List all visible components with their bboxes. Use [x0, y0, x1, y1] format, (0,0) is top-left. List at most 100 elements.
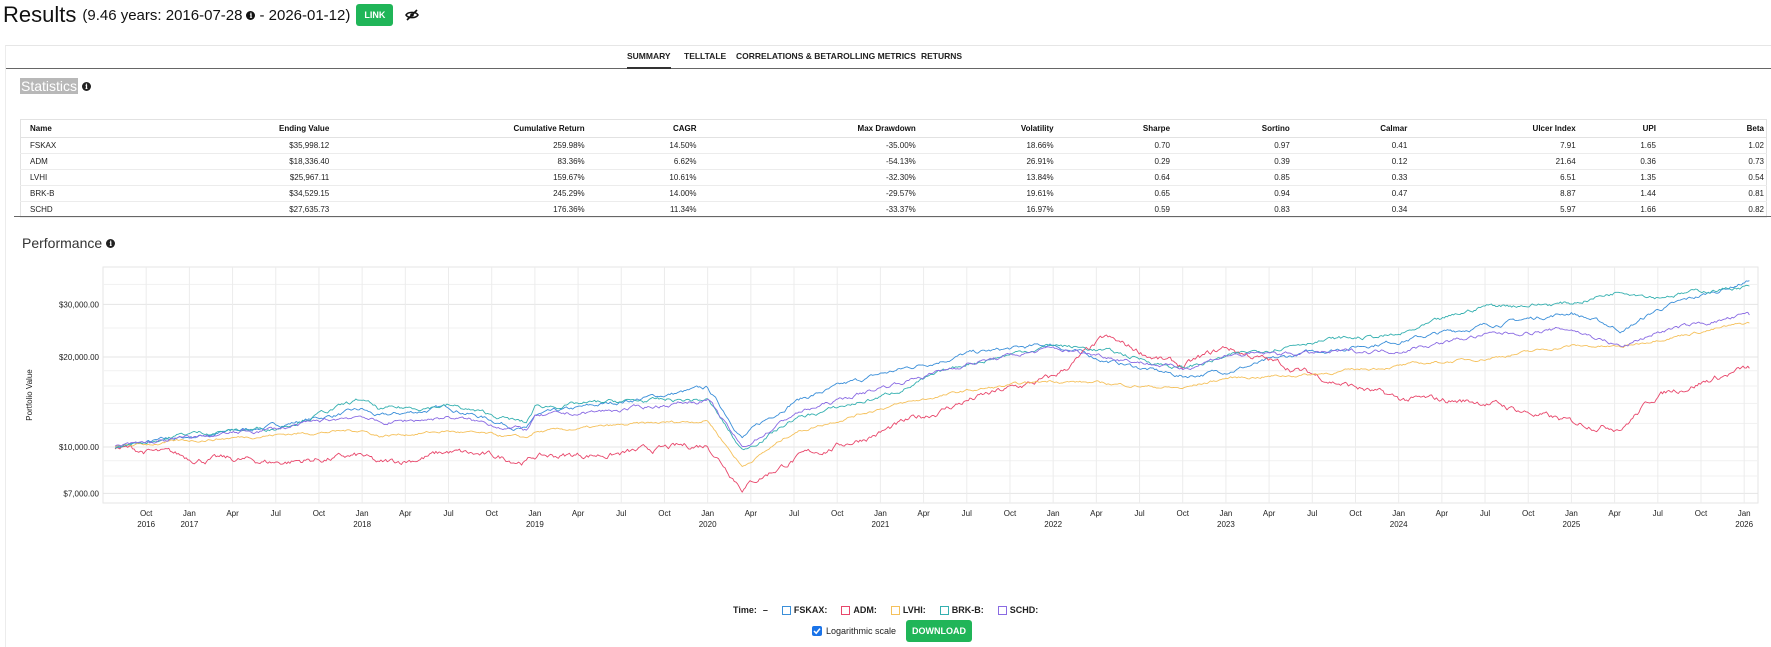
- cell-name: SCHD: [20, 201, 89, 218]
- x-tick-label: Jul: [1134, 509, 1144, 518]
- results-panel: SUMMARY TELLTALE CORRELATIONS & BETA ROL…: [5, 45, 1771, 647]
- x-tick-year: 2023: [1217, 520, 1235, 529]
- y-axis-label: Portfolio Value: [25, 369, 34, 421]
- legend-time-label: Time:: [733, 605, 757, 615]
- col-calmar[interactable]: Calmar: [1291, 119, 1410, 138]
- cell-upi: 0.36: [1577, 153, 1658, 170]
- cell-upi: 1.65: [1577, 137, 1658, 154]
- statistics-header-row: Name Ending Value Cumulative Return CAGR…: [20, 119, 1767, 138]
- range-start: (9.46 years: 2016-07-28: [82, 6, 243, 24]
- table-row: ADM $18,336.40 83.36% 6.62% -54.13% 26.9…: [20, 153, 1767, 170]
- x-tick-label: Jul: [962, 509, 972, 518]
- series-line-schd[interactable]: [114, 311, 1750, 448]
- cell-name: ADM: [20, 153, 89, 170]
- x-tick-label: Jan: [356, 509, 369, 518]
- x-tick-label: Apr: [226, 509, 239, 518]
- series-line-fskax[interactable]: [114, 280, 1750, 449]
- results-header: Results (9.46 years: 2016-07-28 i - 2026…: [0, 0, 1771, 30]
- x-tick-year: 2025: [1563, 520, 1581, 529]
- legend-item-fskax[interactable]: FSKAX:: [781, 605, 827, 615]
- col-cumulative-return[interactable]: Cumulative Return: [331, 119, 587, 138]
- results-date-range: (9.46 years: 2016-07-28 i - 2026-01-12): [82, 7, 350, 24]
- col-sharpe[interactable]: Sharpe: [1055, 119, 1173, 138]
- eye-slash-icon[interactable]: [403, 8, 421, 22]
- x-tick-label: Apr: [745, 509, 758, 518]
- legend-swatch: [781, 605, 791, 615]
- x-tick-year: 2021: [872, 520, 890, 529]
- chart-series: [114, 280, 1750, 493]
- x-tick-label: Apr: [1608, 509, 1621, 518]
- x-tick-label: Jan: [528, 509, 541, 518]
- legend-item-adm[interactable]: ADM:: [841, 605, 877, 615]
- cell-ulcer-index: 21.64: [1409, 153, 1578, 170]
- cell-beta: 1.02: [1657, 137, 1767, 154]
- cell-volatility: 19.61%: [917, 185, 1056, 202]
- col-ending-value[interactable]: Ending Value: [88, 119, 332, 138]
- col-max-drawdown[interactable]: Max Drawdown: [698, 119, 918, 138]
- legend-item-lvhi[interactable]: LVHI:: [890, 605, 926, 615]
- cell-cagr: 14.50%: [586, 137, 699, 154]
- legend-swatch: [890, 605, 900, 615]
- tab-summary[interactable]: SUMMARY: [627, 51, 671, 69]
- col-name[interactable]: Name: [20, 119, 89, 138]
- table-row: SCHD $27,635.73 176.36% 11.34% -33.37% 1…: [20, 201, 1767, 218]
- col-sortino[interactable]: Sortino: [1172, 119, 1292, 138]
- performance-info-icon[interactable]: i: [106, 238, 116, 248]
- x-tick-label: Jul: [1307, 509, 1317, 518]
- cell-sharpe: 0.64: [1055, 169, 1173, 186]
- x-tick-label: Apr: [399, 509, 412, 518]
- chart-controls: Logarithmic scale DOWNLOAD: [812, 620, 973, 642]
- x-tick-label: Apr: [1436, 509, 1449, 518]
- x-tick-label: Oct: [1004, 509, 1017, 518]
- legend-swatch: [997, 605, 1007, 615]
- cell-cagr: 10.61%: [586, 169, 699, 186]
- col-volatility[interactable]: Volatility: [917, 119, 1056, 138]
- legend-item-brk-b[interactable]: BRK-B:: [939, 605, 984, 615]
- cell-ulcer-index: 6.51: [1409, 169, 1578, 186]
- x-axis-ticks: Oct 2016 Jan 2017 Apr Jul Oct Jan 2018 Apr Jul Oct J…: [137, 509, 1753, 529]
- x-tick-label: Apr: [572, 509, 585, 518]
- series-line-adm[interactable]: [114, 334, 1750, 493]
- col-upi[interactable]: UPI: [1577, 119, 1658, 138]
- tab-telltale[interactable]: TELLTALE: [684, 51, 727, 61]
- cell-calmar: 0.34: [1291, 201, 1410, 218]
- series-line-brk-b[interactable]: [114, 284, 1750, 451]
- legend-label: LVHI:: [902, 605, 926, 615]
- tab-correlations-beta[interactable]: CORRELATIONS & BETA: [736, 51, 837, 61]
- legend-item-schd[interactable]: SCHD:: [997, 605, 1038, 615]
- cell-cumulative-return: 159.67%: [331, 169, 587, 186]
- performance-title: Performance: [22, 235, 103, 251]
- link-button[interactable]: LINK: [356, 4, 394, 26]
- col-beta[interactable]: Beta: [1657, 119, 1767, 138]
- cell-max-drawdown: -33.37%: [698, 201, 918, 218]
- range-info-icon[interactable]: i: [246, 10, 256, 20]
- col-ulcer-index[interactable]: Ulcer Index: [1409, 119, 1578, 138]
- legend-swatch: [841, 605, 851, 615]
- x-tick-label: Oct: [1522, 509, 1535, 518]
- x-tick-year: 2026: [1735, 520, 1753, 529]
- table-row: FSKAX $35,998.12 259.98% 14.50% -35.00% …: [20, 137, 1767, 154]
- cell-beta: 0.73: [1657, 153, 1767, 170]
- legend-label: BRK-B:: [951, 605, 984, 615]
- cell-name: BRK-B: [20, 185, 89, 202]
- download-button[interactable]: DOWNLOAD: [906, 620, 973, 642]
- x-tick-label: Oct: [313, 509, 326, 518]
- x-tick-year: 2017: [180, 520, 198, 529]
- series-line-lvhi[interactable]: [114, 321, 1750, 467]
- results-tabs: SUMMARY TELLTALE CORRELATIONS & BETA ROL…: [6, 46, 1771, 69]
- range-end: - 2026-01-12): [259, 6, 351, 24]
- tab-returns[interactable]: RETURNS: [921, 51, 963, 61]
- cell-max-drawdown: -32.30%: [698, 169, 918, 186]
- x-tick-label: Apr: [1090, 509, 1103, 518]
- plot-frame: [102, 266, 1759, 504]
- cell-cagr: 6.62%: [586, 153, 699, 170]
- col-cagr[interactable]: CAGR: [586, 119, 699, 138]
- cell-sharpe: 0.59: [1055, 201, 1173, 218]
- log-scale-checkbox[interactable]: [812, 626, 822, 636]
- performance-chart[interactable]: $30,000.00$20,000.00$10,000.00$7,000.00 …: [0, 255, 1771, 607]
- cell-volatility: 26.91%: [917, 153, 1056, 170]
- tab-rolling-metrics[interactable]: ROLLING METRICS: [837, 51, 916, 61]
- x-tick-label: Oct: [1695, 509, 1708, 518]
- statistics-info-icon[interactable]: i: [82, 81, 92, 91]
- cell-beta: 0.81: [1657, 185, 1767, 202]
